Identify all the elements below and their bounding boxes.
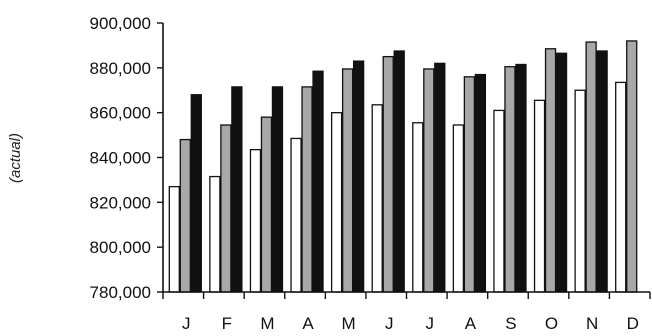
- bar-10-series-3: [555, 52, 568, 293]
- bar-9-series-3: [515, 63, 527, 293]
- x-tick-label: A: [302, 314, 314, 333]
- bar-10-series-1: [533, 99, 546, 293]
- bar-1-series-2: [179, 138, 191, 293]
- bar-2-series-2: [220, 124, 232, 293]
- bar-2-series-3: [231, 86, 243, 293]
- bar-4-series-1: [290, 137, 302, 293]
- bar-8-series-2: [463, 76, 476, 293]
- bar-5-series-3: [352, 60, 365, 293]
- x-tick-label: O: [545, 314, 558, 333]
- bar-6-series-2: [382, 55, 394, 293]
- bar-3-series-1: [249, 149, 262, 293]
- bar-6-series-3: [393, 50, 405, 293]
- bar-12-series-2: [626, 40, 638, 293]
- bar-9-series-2: [504, 66, 516, 293]
- y-tick-label: 860,000: [90, 104, 151, 123]
- x-tick-label: M: [260, 314, 274, 333]
- bar-1-series-3: [190, 94, 202, 293]
- x-tick-label: S: [505, 314, 516, 333]
- bar-5-series-2: [341, 68, 354, 293]
- bar-11-series-3: [596, 50, 608, 293]
- bar-12-series-1: [615, 81, 627, 293]
- bar-11-series-2: [585, 41, 597, 293]
- y-tick-label: 800,000: [90, 238, 151, 257]
- y-ticks-group: 900,000 880,000 860,000 840,000 820,000 800,0…: [90, 14, 163, 302]
- bar-7-series-3: [434, 62, 446, 293]
- y-tick-label: 880,000: [90, 59, 151, 78]
- bars-group: [168, 40, 638, 293]
- bar-4-series-2: [301, 86, 313, 293]
- bar-7-series-2: [423, 68, 435, 293]
- x-tick-label: N: [586, 314, 598, 333]
- x-tick-label: J: [182, 314, 191, 333]
- x-tick-label: J: [426, 314, 435, 333]
- x-tick-label: M: [342, 314, 356, 333]
- bar-9-series-1: [493, 109, 505, 293]
- y-tick-label: 900,000: [90, 14, 151, 33]
- bar-3-series-3: [271, 86, 284, 293]
- y-axis-label-group: (actual): [7, 133, 24, 183]
- y-tick-label: 840,000: [90, 149, 151, 168]
- bar-6-series-1: [371, 104, 383, 293]
- bar-8-series-1: [452, 124, 465, 293]
- y-tick-label: 780,000: [90, 283, 151, 302]
- bar-4-series-3: [312, 70, 324, 293]
- x-tick-label: F: [222, 314, 232, 333]
- bar-7-series-1: [412, 122, 424, 293]
- bar-2-series-1: [209, 175, 221, 293]
- x-tick-label: A: [465, 314, 477, 333]
- y-axis-label: (actual): [7, 133, 24, 183]
- bar-11-series-1: [574, 89, 586, 293]
- y-tick-label: 820,000: [90, 193, 151, 212]
- bar-10-series-2: [544, 48, 557, 293]
- bar-5-series-1: [330, 112, 343, 293]
- bar-3-series-2: [260, 116, 273, 293]
- x-tick-label: J: [385, 314, 394, 333]
- bar-1-series-1: [168, 185, 180, 293]
- bar-8-series-3: [474, 73, 487, 293]
- x-tick-label: D: [627, 314, 639, 333]
